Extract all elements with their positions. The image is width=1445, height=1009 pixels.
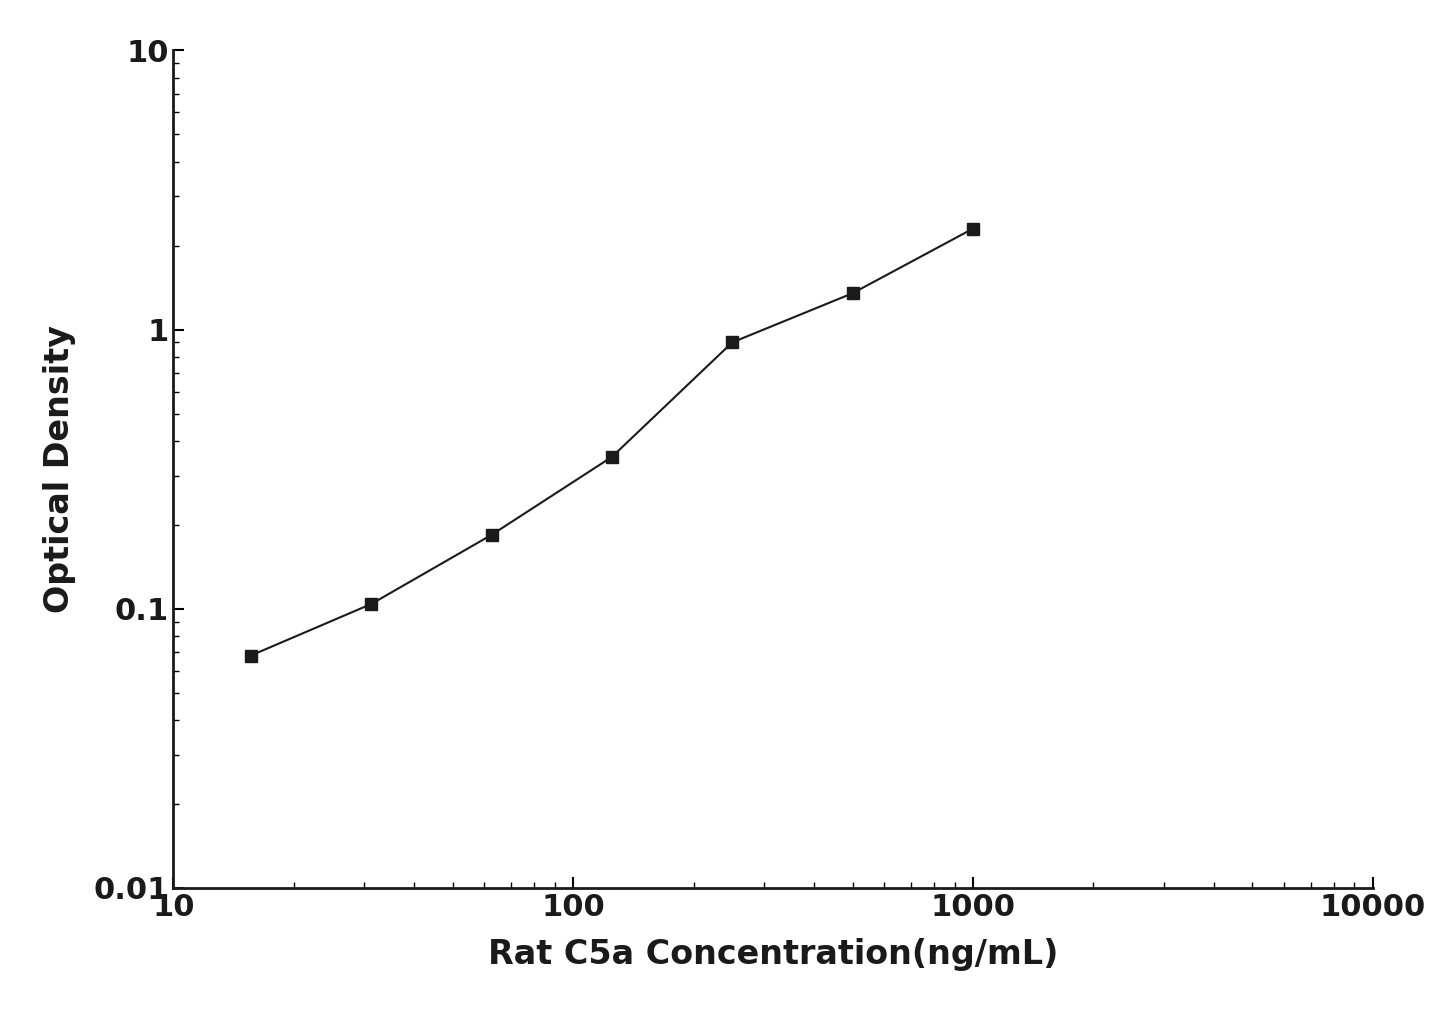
Y-axis label: Optical Density: Optical Density (43, 325, 77, 613)
X-axis label: Rat C5a Concentration(ng/mL): Rat C5a Concentration(ng/mL) (488, 938, 1058, 972)
